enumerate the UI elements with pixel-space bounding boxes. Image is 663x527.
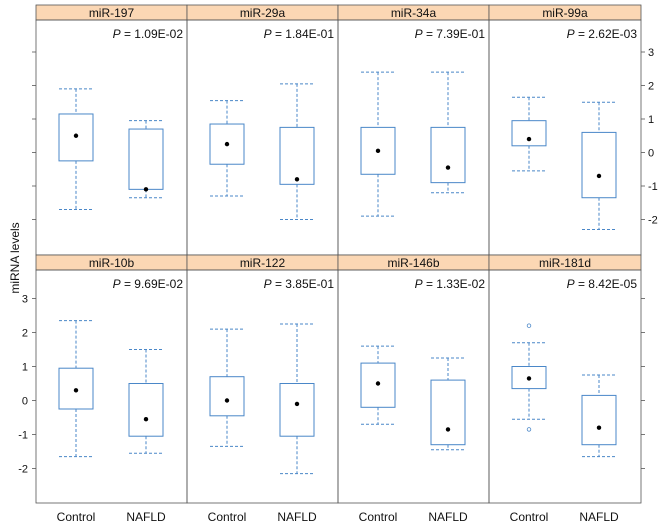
left-tick-label: -2 (18, 464, 28, 476)
panel-1-control-box-plot (58, 88, 94, 210)
right-tick-label: 1 (648, 114, 654, 126)
panel-2-control-median-point (224, 141, 230, 147)
right-tick-label: -1 (648, 181, 658, 193)
panel-8-p-value: P = 8.42E-05 (567, 277, 638, 291)
panel-2-nafld-box-plot (279, 83, 315, 220)
x-label-control: Control (359, 510, 398, 524)
panel-4-control-box-plot (511, 96, 547, 172)
panel-1-control-median-point (73, 133, 79, 138)
panel-4-control-median-point (526, 136, 532, 142)
panel-4-nafld-median-point (596, 173, 602, 179)
y-axis-title: miRNA levels (8, 222, 22, 293)
panel-1: miR-197 P = 1.09E-02 (35, 4, 188, 256)
panel-6-control-median-point (224, 398, 230, 403)
panel-3-control-median-point (375, 148, 381, 154)
right-tick-label: -2 (648, 215, 658, 227)
panel-4-nafld-box-plot (581, 101, 617, 231)
panel-7-control-box-plot (360, 345, 396, 425)
panel-7-title: miR-146b (387, 256, 439, 270)
panel-1-nafld-box-plot (128, 120, 164, 199)
panel-8-nafld-iqr-box (581, 394, 617, 446)
x-axis-labels: Control NAFLD Control NAFLD Control NAFLD Cont… (57, 510, 619, 524)
panel-8-nafld-box-plot (581, 374, 617, 458)
panel-6-control-iqr-box (209, 376, 245, 417)
panel-7-control-median-point (375, 381, 381, 386)
panel-4-nafld-iqr-box (581, 131, 617, 199)
panel-2-p-value: P = 1.84E-01 (264, 27, 335, 41)
panel-7: miR-146b P = 1.33E-02 (337, 254, 490, 504)
panel-2-control-iqr-box (209, 123, 245, 165)
panel-8-control-outlier-1 (526, 323, 532, 328)
panel-7-nafld-box-plot (430, 357, 466, 451)
x-label-nafld: NAFLD (428, 510, 468, 524)
panel-2-nafld-median-point (294, 177, 300, 182)
panel-2-control-box-plot (209, 100, 245, 197)
panel-4-control-iqr-box (511, 120, 547, 147)
panel-1-p-value: P = 1.09E-02 (113, 27, 184, 41)
panel-5-control-median-point (73, 388, 79, 393)
left-tick-label: 2 (22, 328, 28, 340)
panel-5-nafld-box-plot (128, 349, 164, 454)
panel-4-title: miR-99a (542, 6, 588, 20)
panel-5-nafld-median-point (143, 417, 149, 422)
panel-5-nafld-iqr-box (128, 383, 164, 437)
panel-4: miR-99a P = 2.62E-03 (488, 4, 642, 256)
panel-6-nafld-box-plot (279, 323, 315, 475)
panel-1-nafld-median-point (143, 187, 149, 192)
panel-6-title: miR-122 (240, 256, 286, 270)
panel-3-nafld-median-point (445, 165, 451, 170)
panel-8-frame (488, 269, 642, 504)
panel-3-nafld-box-plot (430, 71, 466, 194)
left-tick-label: 1 (22, 362, 28, 374)
panel-6-nafld-median-point (294, 401, 300, 407)
panel-7-nafld-iqr-box (430, 379, 466, 446)
panel-8-control-box-plot (511, 323, 547, 432)
panel-2-nafld-iqr-box (279, 126, 315, 185)
panel-7-p-value: P = 1.33E-02 (415, 277, 486, 291)
panel-8-control-outlier-2 (526, 427, 532, 432)
panel-3: miR-34a P = 7.39E-01 (337, 4, 490, 256)
panel-5-control-box-plot (58, 320, 94, 458)
panel-1-nafld-iqr-box (128, 128, 164, 190)
panel-4-p-value: P = 2.62E-03 (567, 27, 638, 41)
x-label-nafld: NAFLD (579, 510, 619, 524)
panel-1-title: miR-197 (89, 6, 135, 20)
left-tick-label: 0 (22, 396, 28, 408)
x-label-nafld: NAFLD (126, 510, 166, 524)
panel-3-p-value: P = 7.39E-01 (415, 27, 486, 41)
panel-2: miR-29a P = 1.84E-01 (186, 4, 339, 256)
panel-3-control-box-plot (360, 71, 396, 217)
right-tick-label: 2 (648, 81, 654, 93)
panel-5: miR-10b P = 9.69E-02 (35, 254, 188, 504)
panel-8-control-median-point (526, 376, 532, 381)
panel-5-title: miR-10b (89, 256, 135, 270)
left-y-axis: 3 2 1 0 -1 -2 (18, 294, 645, 476)
right-tick-label: 0 (648, 148, 654, 160)
panel-6-p-value: P = 3.85E-01 (264, 277, 335, 291)
x-label-control: Control (208, 510, 247, 524)
left-tick-label: -1 (18, 430, 28, 442)
panel-3-nafld-iqr-box (430, 126, 466, 184)
x-label-nafld: NAFLD (277, 510, 317, 524)
right-y-axis: 3 2 1 0 -1 -2 (32, 47, 658, 227)
panel-8-nafld-median-point (596, 425, 602, 430)
panel-3-title: miR-34a (391, 6, 437, 20)
right-tick-label: 3 (648, 47, 654, 59)
panel-7-nafld-median-point (445, 427, 451, 432)
panel-6-nafld-iqr-box (279, 383, 315, 437)
panel-6: miR-122 P = 3.85E-01 (186, 254, 339, 504)
panel-5-p-value: P = 9.69E-02 (113, 277, 184, 291)
x-label-control: Control (57, 510, 96, 524)
panel-6-control-box-plot (209, 328, 245, 447)
x-label-control: Control (510, 510, 549, 524)
panel-8-title: miR-181d (539, 256, 591, 270)
panel-8: miR-181d P = 8.42E-05 (488, 254, 642, 504)
panel-2-title: miR-29a (240, 6, 286, 20)
left-tick-label: 3 (22, 294, 28, 306)
